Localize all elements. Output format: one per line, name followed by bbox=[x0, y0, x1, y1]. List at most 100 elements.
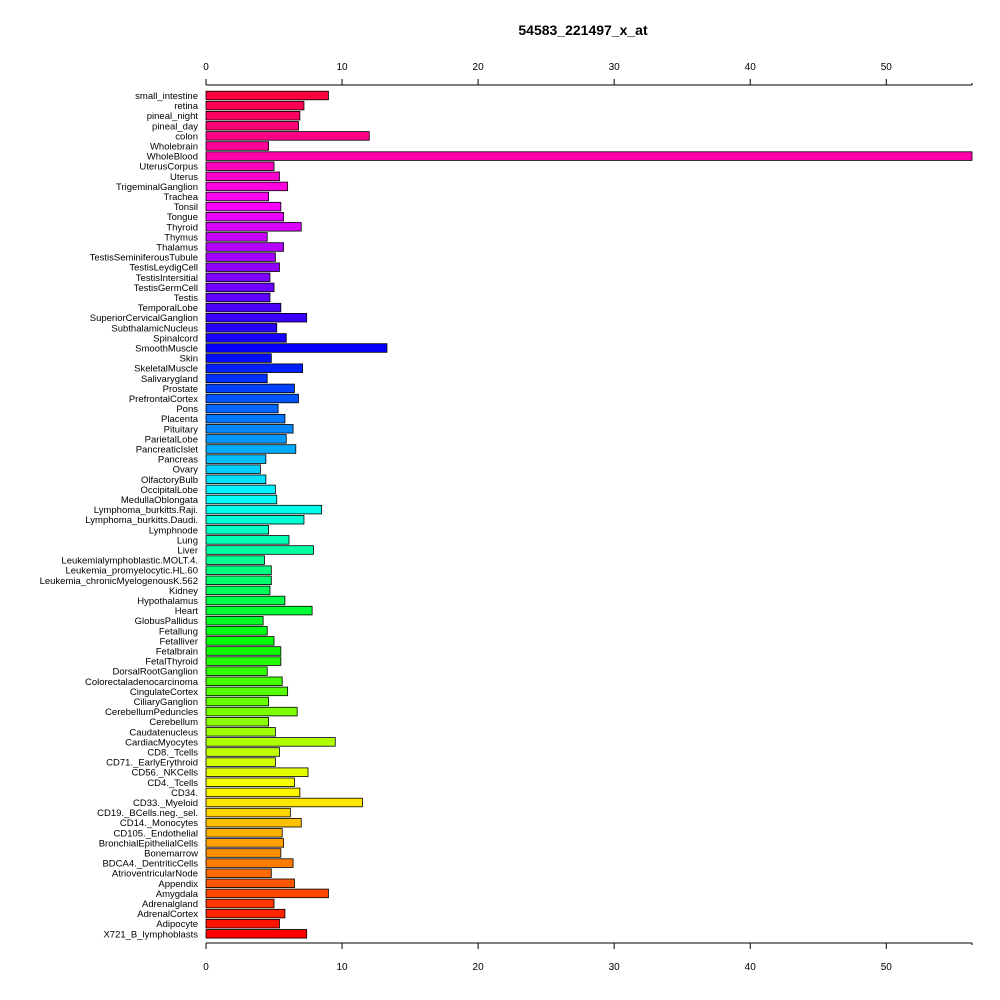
bar-Tonsil bbox=[205, 201, 282, 212]
bar-Amygdala bbox=[205, 888, 329, 899]
category-label: Fetallung bbox=[159, 626, 198, 637]
category-label: Heart bbox=[175, 606, 199, 617]
category-label: PancreaticIslet bbox=[136, 445, 199, 456]
category-label: TestisGermCell bbox=[134, 283, 198, 294]
bar-Thalamus bbox=[205, 242, 284, 252]
bar-Pancreas bbox=[205, 454, 267, 464]
category-label: Skin bbox=[180, 354, 198, 365]
category-label: SuperiorCervicalGanglion bbox=[90, 313, 198, 324]
bar-Uterus bbox=[205, 171, 280, 182]
category-label: BronchialEpithelialCells bbox=[99, 838, 199, 849]
bar-Pons bbox=[205, 403, 279, 414]
category-label: CD14._Monocytes bbox=[120, 818, 198, 829]
bar-TestisLeydigCell bbox=[205, 262, 280, 272]
bar-FetalThyroid bbox=[205, 656, 282, 666]
bar-Hypothalamus bbox=[205, 595, 286, 606]
bar-pineal_night bbox=[205, 111, 301, 121]
category-label: CD34. bbox=[171, 788, 198, 799]
bar-SkeletalMuscle bbox=[205, 363, 303, 373]
category-label: SkeletalMuscle bbox=[134, 364, 198, 375]
bottom-tick-label: 50 bbox=[881, 962, 893, 973]
category-label: Pons bbox=[176, 404, 198, 415]
bottom-x-axis: 0 10 20 30 40 50 bbox=[203, 942, 973, 973]
top-tick-label: 20 bbox=[473, 62, 485, 73]
bar-PancreaticIslet bbox=[205, 444, 297, 454]
category-label: Tongue bbox=[167, 212, 198, 223]
category-label: WholeBlood bbox=[147, 152, 198, 163]
category-label: MedullaOblongata bbox=[121, 495, 199, 506]
bar-small_intestine bbox=[205, 90, 329, 101]
top-tick-label: 50 bbox=[881, 62, 893, 73]
category-label: PrefrontalCortex bbox=[129, 394, 198, 405]
bar-CD56._NKCells bbox=[205, 767, 309, 777]
bar-Lymphnode bbox=[205, 525, 269, 535]
category-label: UterusCorpus bbox=[139, 162, 198, 173]
category-label: OccipitalLobe bbox=[140, 485, 198, 496]
bar-Colorectaladenocarcinoma bbox=[205, 676, 283, 687]
top-tick-label: 10 bbox=[336, 62, 348, 73]
category-label: TestisIntersitial bbox=[136, 273, 198, 284]
category-label: SmoothMuscle bbox=[135, 344, 198, 355]
bar-colon bbox=[205, 131, 370, 141]
category-label: X721_B_lymphoblasts bbox=[103, 929, 198, 940]
top-tick-label: 40 bbox=[745, 62, 757, 73]
top-tick-label: 0 bbox=[203, 62, 209, 73]
category-label: Thymus bbox=[164, 232, 198, 243]
bar-Leukemia_chronicMyelogenousK.562 bbox=[205, 575, 272, 586]
category-label: Tonsil bbox=[174, 202, 198, 213]
category-label: Leukemialymphoblastic.MOLT.4. bbox=[61, 556, 198, 567]
category-label: CD33._Myeloid bbox=[133, 798, 198, 809]
bar-Liver bbox=[205, 545, 314, 555]
category-label: TestisLeydigCell bbox=[129, 263, 198, 274]
bar-DorsalRootGanglion bbox=[205, 666, 268, 676]
category-label: Testis bbox=[174, 293, 199, 304]
category-label: Pituitary bbox=[164, 424, 199, 435]
category-label: TestisSeminiferousTubule bbox=[90, 253, 198, 264]
bar-Lymphoma_burkitts.Daudi. bbox=[205, 515, 305, 525]
bar-Leukemia_promyelocytic.HL.60 bbox=[205, 565, 272, 575]
bar-Kidney bbox=[205, 585, 271, 596]
category-label: colon bbox=[175, 131, 198, 142]
bar-Trachea bbox=[205, 191, 269, 202]
bar-Prostate bbox=[205, 383, 295, 394]
bar-Thymus bbox=[205, 232, 268, 242]
bar-Heart bbox=[205, 605, 313, 616]
category-label: Bonemarrow bbox=[144, 849, 198, 860]
category-label: CD105._Endothelial bbox=[113, 828, 198, 839]
category-label: CingulateCortex bbox=[130, 687, 198, 698]
bar-Lung bbox=[205, 535, 290, 545]
bar-TrigeminalGanglion bbox=[205, 181, 289, 192]
category-label: CiliaryGanglion bbox=[134, 697, 198, 708]
category-label: DorsalRootGanglion bbox=[112, 667, 198, 678]
bottom-tick-label: 10 bbox=[336, 962, 348, 973]
bar-Lymphoma_burkitts.Raji. bbox=[205, 504, 323, 515]
bar-Thyroid bbox=[205, 222, 302, 232]
bar-CingulateCortex bbox=[205, 686, 289, 697]
bar-ParietalLobe bbox=[205, 434, 287, 444]
category-label: Colorectaladenocarcinoma bbox=[85, 677, 199, 688]
top-x-axis: 0 10 20 30 40 50 bbox=[203, 62, 973, 86]
category-label: Leukemia_promyelocytic.HL.60 bbox=[65, 566, 198, 577]
bar-CerebellumPeduncles bbox=[205, 706, 298, 717]
category-label: AdrenalCortex bbox=[137, 909, 198, 920]
bar-Cerebellum bbox=[205, 717, 269, 727]
bar-Tongue bbox=[205, 211, 284, 222]
bar-Caudatenucleus bbox=[205, 727, 276, 737]
category-label: FetalThyroid bbox=[145, 657, 198, 668]
bar-pineal_day bbox=[205, 121, 299, 131]
top-tick-label: 30 bbox=[609, 62, 621, 73]
bar-SuperiorCervicalGanglion bbox=[205, 312, 308, 323]
category-label: retina bbox=[174, 101, 198, 112]
category-label: Lung bbox=[177, 535, 198, 546]
category-label: ParietalLobe bbox=[145, 434, 198, 445]
bar-CD4._Tcells bbox=[205, 777, 295, 788]
category-label: Fetalbrain bbox=[156, 647, 198, 658]
bar-CiliaryGanglion bbox=[205, 696, 269, 707]
category-label: Adrenalgland bbox=[142, 899, 198, 910]
bar-AdrenalCortex bbox=[205, 908, 286, 919]
bars-group bbox=[205, 90, 973, 939]
bar-BDCA4._DentriticCells bbox=[205, 858, 294, 868]
category-label: Lymphoma_burkitts.Raji. bbox=[94, 505, 198, 516]
category-label: Placenta bbox=[161, 414, 199, 425]
category-label: GlobusPallidus bbox=[135, 616, 199, 627]
